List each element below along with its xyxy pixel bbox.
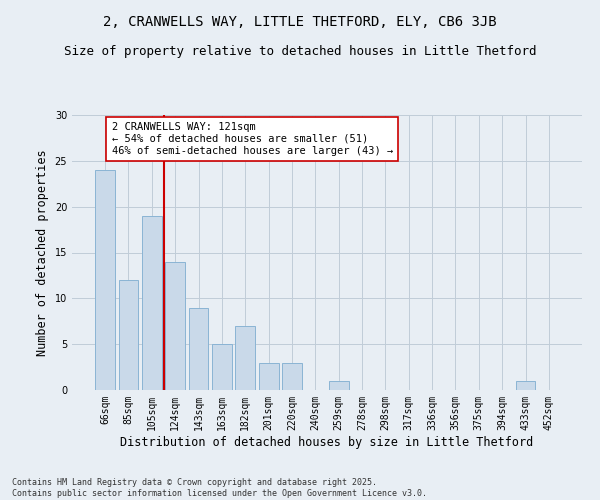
Text: Size of property relative to detached houses in Little Thetford: Size of property relative to detached ho… [64, 45, 536, 58]
Bar [282, 362, 302, 390]
Bar [329, 381, 349, 390]
Bar [95, 170, 115, 390]
Bar [142, 216, 162, 390]
Y-axis label: Number of detached properties: Number of detached properties [36, 149, 49, 356]
Bar [235, 326, 255, 390]
X-axis label: Distribution of detached houses by size in Little Thetford: Distribution of detached houses by size … [121, 436, 533, 448]
Bar [188, 308, 208, 390]
Text: 2 CRANWELLS WAY: 121sqm
← 54% of detached houses are smaller (51)
46% of semi-de: 2 CRANWELLS WAY: 121sqm ← 54% of detache… [112, 122, 393, 156]
Bar [165, 262, 185, 390]
Bar [212, 344, 232, 390]
Bar [119, 280, 139, 390]
Text: 2, CRANWELLS WAY, LITTLE THETFORD, ELY, CB6 3JB: 2, CRANWELLS WAY, LITTLE THETFORD, ELY, … [103, 15, 497, 29]
Bar [515, 381, 535, 390]
Bar [259, 362, 278, 390]
Text: Contains HM Land Registry data © Crown copyright and database right 2025.
Contai: Contains HM Land Registry data © Crown c… [12, 478, 427, 498]
